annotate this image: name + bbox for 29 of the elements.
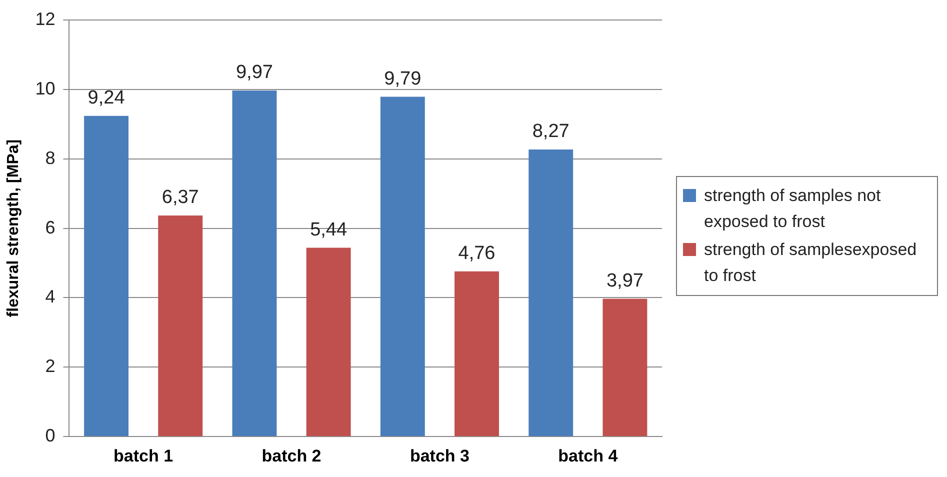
data-label: 8,27 bbox=[532, 121, 570, 142]
bar bbox=[602, 298, 648, 436]
data-label: 5,44 bbox=[310, 219, 348, 240]
y-tick-label: 8 bbox=[45, 148, 56, 168]
bar bbox=[84, 116, 128, 436]
bar bbox=[528, 149, 574, 436]
y-tick-label: 0 bbox=[45, 426, 56, 446]
x-tick-label: batch 4 bbox=[558, 446, 618, 466]
y-tick-label: 10 bbox=[35, 78, 56, 98]
x-tick-label: batch 1 bbox=[114, 446, 174, 466]
data-label: 9,79 bbox=[384, 68, 422, 90]
data-label: 9,24 bbox=[88, 88, 126, 109]
data-label: 3,97 bbox=[606, 270, 644, 292]
y-axis-title: flexural strength, [MPa] bbox=[5, 139, 22, 318]
y-tick-label: 12 bbox=[35, 8, 56, 29]
legend-label: strength of samplesexposed to frost bbox=[704, 239, 918, 287]
y-tick-label: 6 bbox=[45, 217, 56, 238]
data-label: 6,37 bbox=[162, 187, 199, 208]
data-label: 4,76 bbox=[458, 243, 496, 264]
data-label: 9,97 bbox=[236, 62, 273, 84]
y-tick-label: 4 bbox=[45, 286, 56, 307]
y-tick-label: 2 bbox=[45, 356, 56, 376]
bar bbox=[454, 271, 499, 436]
bar bbox=[158, 215, 203, 436]
bar bbox=[380, 96, 425, 436]
bar bbox=[306, 248, 351, 436]
x-tick-label: batch 2 bbox=[262, 446, 322, 466]
bar bbox=[232, 90, 277, 436]
x-tick-label: batch 3 bbox=[410, 446, 470, 466]
